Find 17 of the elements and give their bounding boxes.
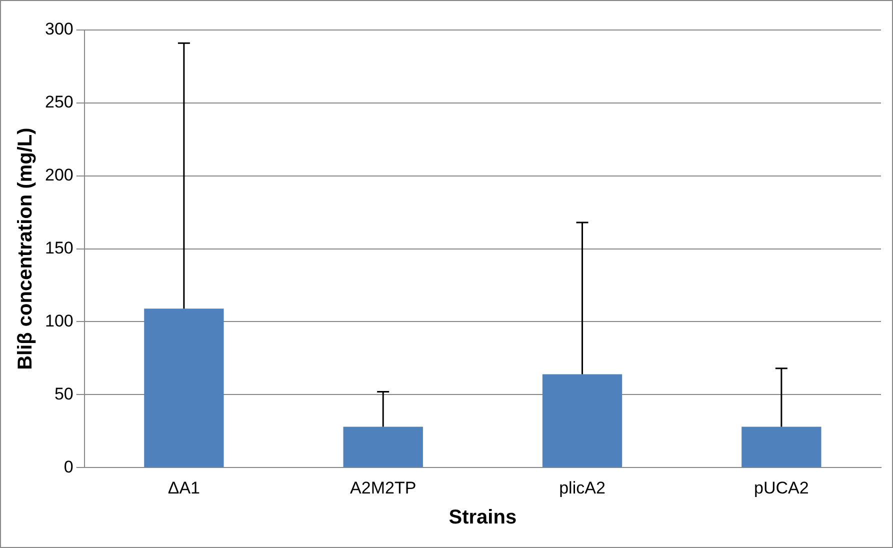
x-tick-label: plicA2 — [559, 478, 606, 498]
y-tick-label: 250 — [44, 92, 74, 112]
y-tick-label: 100 — [44, 311, 74, 330]
y-tick-label: 50 — [54, 384, 74, 404]
y-axis-title: Bliβ concentration (mg/L) — [14, 128, 37, 370]
y-tick-label: 300 — [44, 20, 74, 39]
x-tick-label: pUCA2 — [754, 478, 809, 498]
bar — [742, 426, 822, 468]
x-tick-label: A2M2TP — [350, 478, 416, 498]
y-tick-label: 0 — [64, 457, 74, 476]
bar — [542, 374, 622, 468]
x-tick-label: ΔA1 — [168, 478, 200, 498]
y-tick-label: 200 — [44, 166, 74, 185]
x-axis-title: Strains — [448, 506, 517, 529]
bar — [343, 426, 423, 468]
bar — [144, 308, 224, 468]
y-tick-label: 150 — [44, 238, 74, 258]
